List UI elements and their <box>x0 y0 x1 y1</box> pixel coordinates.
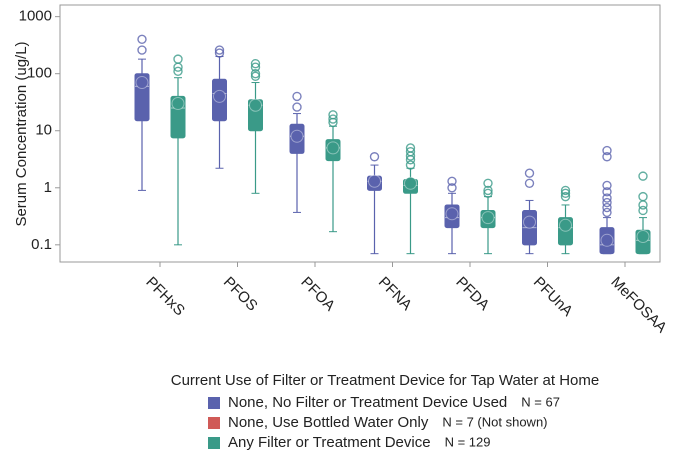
outlier <box>292 91 302 102</box>
legend-label: Any Filter or Treatment Device <box>228 434 431 451</box>
mean <box>523 215 536 229</box>
mean <box>404 176 417 190</box>
outlier <box>524 168 535 178</box>
legend-label: None, Use Bottled Water Only <box>228 414 429 431</box>
mean <box>368 174 381 188</box>
outlier <box>447 183 457 193</box>
legend-swatch <box>208 417 220 429</box>
outlier <box>328 114 338 124</box>
mean <box>249 98 262 112</box>
outlier <box>602 202 612 213</box>
outlier <box>524 178 535 188</box>
outlier <box>483 188 493 199</box>
outlier <box>292 102 302 112</box>
x-tick-label: PFHxS <box>142 274 188 320</box>
y-tick-label: 1 <box>44 179 52 196</box>
y-tick-label: 0.1 <box>31 236 52 253</box>
outlier <box>250 62 261 72</box>
outlier <box>250 71 261 82</box>
outlier <box>405 160 416 170</box>
outlier <box>638 200 648 210</box>
y-tick-label: 100 <box>27 65 52 82</box>
mean <box>290 129 304 143</box>
outlier <box>560 191 571 202</box>
outlier <box>405 143 416 153</box>
outlier <box>137 45 147 55</box>
legend-swatch <box>208 397 220 409</box>
legend-label: None, No Filter or Treatment Device Used <box>228 394 507 411</box>
outlier <box>602 197 612 208</box>
outlier <box>214 48 225 58</box>
x-tick-label: PFNA <box>375 274 415 314</box>
outlier <box>369 152 380 162</box>
outlier <box>250 58 261 69</box>
legend-title: Current Use of Filter or Treatment Devic… <box>171 372 599 389</box>
outlier <box>483 178 493 188</box>
outlier <box>638 205 648 216</box>
outlier <box>483 185 493 196</box>
mean <box>135 76 149 90</box>
x-tick-label: MeFOSAA <box>607 274 670 337</box>
outlier <box>602 145 612 156</box>
outlier <box>214 45 225 55</box>
outlier <box>250 68 261 79</box>
mean <box>171 97 185 111</box>
outlier <box>560 188 571 199</box>
outlier <box>173 66 183 77</box>
x-tick-label: PFDA <box>452 274 492 314</box>
legend-note: N = 7 (Not shown) <box>442 414 547 429</box>
x-tick-label: PFOS <box>220 274 261 315</box>
outlier <box>405 146 416 157</box>
outlier <box>638 171 648 181</box>
outlier <box>638 191 648 202</box>
y-tick-label: 1000 <box>19 8 52 25</box>
x-tick-label: PFOA <box>297 274 338 315</box>
y-tick-label: 10 <box>35 122 52 139</box>
mean <box>481 211 495 225</box>
mean <box>600 233 614 247</box>
outlier <box>602 152 612 162</box>
outlier <box>137 34 147 45</box>
legend-note: N = 67 <box>521 394 560 409</box>
outlier <box>173 54 183 64</box>
outlier <box>328 110 338 120</box>
outlier <box>602 187 612 197</box>
outlier <box>602 180 612 191</box>
mean <box>213 89 226 103</box>
x-tick-label: PFUnA <box>530 274 576 320</box>
outlier <box>602 207 612 218</box>
mean <box>445 207 459 221</box>
outlier <box>602 193 612 203</box>
mean <box>559 218 572 232</box>
outlier <box>447 176 457 186</box>
y-axis-label: Serum Concentration (ug/L) <box>13 41 30 226</box>
mean <box>326 141 340 155</box>
outlier <box>560 185 571 196</box>
plot-frame <box>59 4 661 263</box>
legend-note: N = 129 <box>445 434 491 449</box>
mean <box>636 229 650 243</box>
legend-swatch <box>208 437 220 449</box>
